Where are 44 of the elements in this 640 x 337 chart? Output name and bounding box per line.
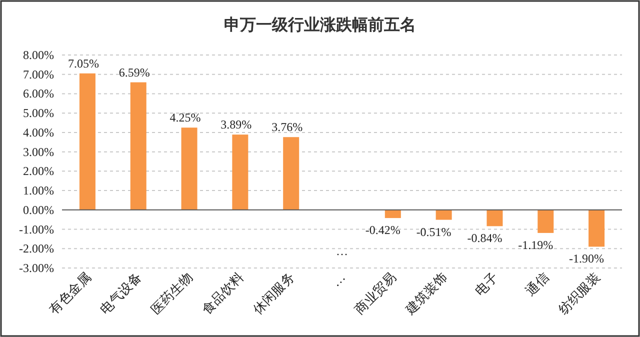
bar [181,128,198,210]
bar [588,210,605,247]
bar [283,137,300,210]
x-tick-label: … [328,270,348,290]
y-tick-label: 1.00% [23,184,54,198]
data-label: 3.76% [272,120,303,134]
annotation: … [336,244,348,258]
data-label: -0.84% [467,231,502,246]
y-tick-label: 2.00% [23,164,54,178]
chart-title: 申万一级行业涨跌幅前五名 [224,16,416,34]
y-tick-label: 4.00% [23,125,54,140]
x-tick-label: 休闲服务 [250,270,298,317]
bar [384,210,401,218]
data-label: 7.05% [68,56,99,70]
x-tick-label: 电气设备 [97,270,144,317]
x-tick-label: 食品饮料 [198,270,246,317]
y-tick-label: -3.00% [19,261,54,275]
y-tick-label: 8.00% [23,48,54,62]
x-tick-label: 纺织服装 [555,270,603,317]
data-label: 6.59% [118,65,150,80]
bar [232,134,248,210]
y-tick-label: 7.00% [23,67,54,82]
data-label: 3.89% [220,118,252,132]
data-label: -1.19% [518,238,554,252]
data-label: 4.25% [170,110,201,125]
y-tick-label: 0.00% [23,202,54,217]
data-label: -1.90% [569,252,604,266]
x-tick-label: 通信 [522,270,552,299]
x-tick-label: 建筑装饰 [402,270,450,318]
bar [436,210,452,220]
y-tick-label: 5.00% [23,106,54,120]
x-tick-label: 商业贸易 [352,270,400,317]
bar [130,82,146,210]
y-tick-label: -1.00% [19,222,54,236]
y-tick-label: 3.00% [23,144,54,159]
data-label: -0.51% [416,224,452,239]
y-tick-label: 6.00% [23,86,54,101]
bar [538,210,554,233]
bar [79,73,96,210]
y-tick-label: -2.00% [19,242,54,256]
x-tick-label: 电子 [472,270,501,299]
data-label: -0.42% [365,223,400,238]
x-tick-label: 医药生物 [148,270,196,317]
bar [486,210,503,226]
